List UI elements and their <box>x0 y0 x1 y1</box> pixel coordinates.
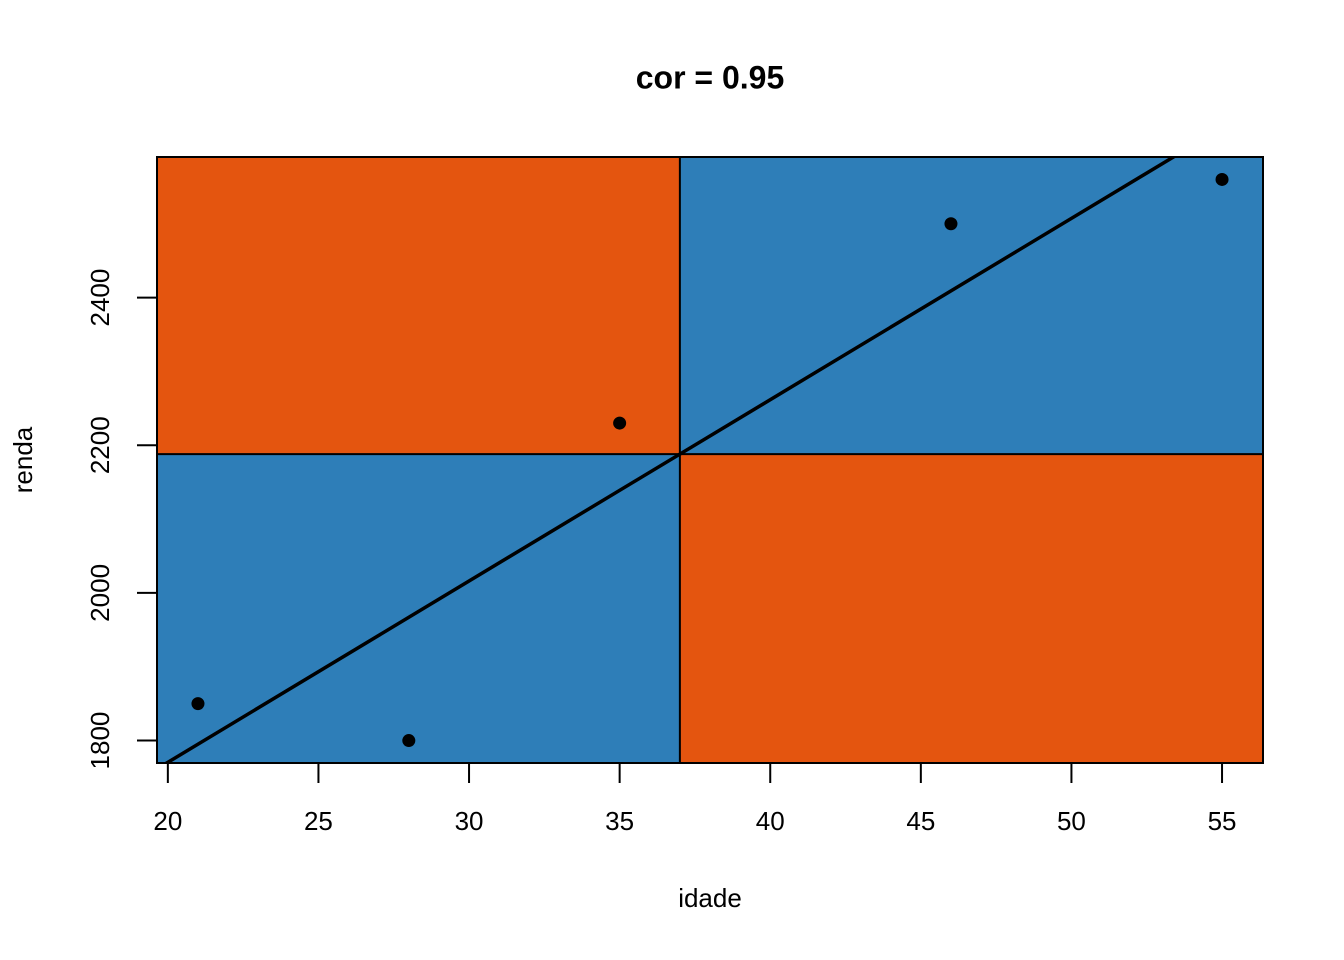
x-axis-label: idade <box>678 883 742 913</box>
quadrant <box>157 157 680 455</box>
y-tick-label: 2200 <box>85 416 115 474</box>
y-tick-label: 2400 <box>85 269 115 327</box>
quadrant <box>679 157 1263 455</box>
point <box>191 697 205 711</box>
x-tick-label: 30 <box>455 806 484 836</box>
x-tick-label: 25 <box>304 806 333 836</box>
x-tick-label: 50 <box>1057 806 1086 836</box>
chart-title: cor = 0.95 <box>636 59 785 95</box>
y-tick-label: 1800 <box>85 712 115 770</box>
y-tick-label: 2000 <box>85 564 115 622</box>
x-tick-label: 40 <box>756 806 785 836</box>
x-tick-label: 20 <box>153 806 182 836</box>
x-tick-label: 45 <box>906 806 935 836</box>
point <box>402 734 416 748</box>
y-axis-label: renda <box>8 426 38 493</box>
x-tick-label: 35 <box>605 806 634 836</box>
regression-line <box>163 157 1177 763</box>
point <box>944 217 958 231</box>
x-tick-label: 55 <box>1208 806 1237 836</box>
point <box>613 416 627 430</box>
point <box>1215 172 1229 186</box>
quadrant <box>679 454 1263 763</box>
